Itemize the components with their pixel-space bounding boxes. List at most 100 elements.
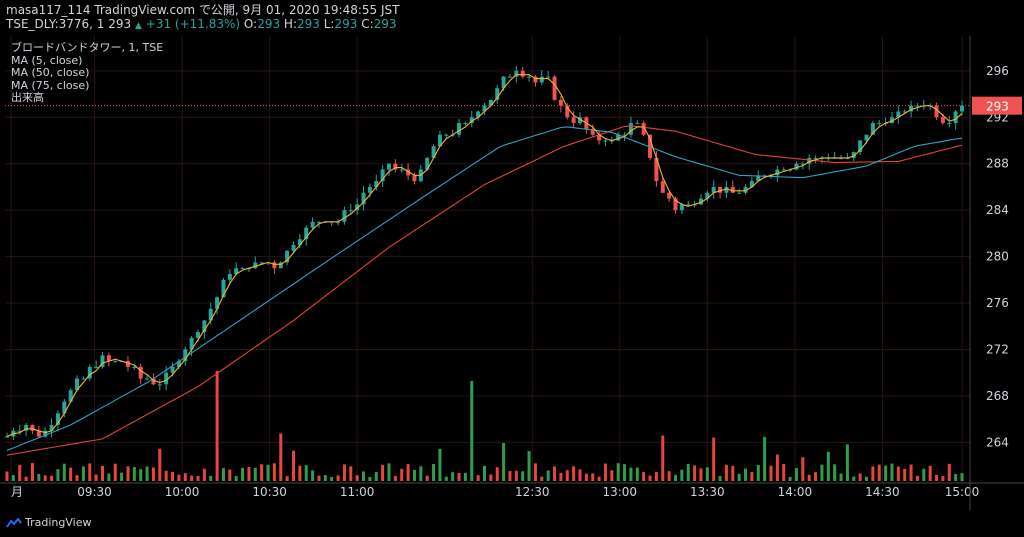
volume-bar bbox=[425, 475, 429, 481]
volume-bar bbox=[412, 469, 416, 481]
volume-bar bbox=[820, 464, 824, 481]
candle-body bbox=[348, 210, 353, 212]
volume-bar bbox=[18, 464, 22, 481]
candle-body bbox=[495, 88, 500, 100]
volume-bar bbox=[654, 472, 658, 481]
volume-bar bbox=[241, 467, 245, 481]
price-label-bg bbox=[972, 96, 1022, 115]
candle-body bbox=[909, 105, 914, 112]
volume-bar bbox=[680, 469, 684, 481]
candle-body bbox=[749, 181, 754, 187]
candle-body bbox=[533, 76, 538, 83]
volume-bar bbox=[954, 474, 958, 481]
x-tick-label: 月 bbox=[11, 485, 23, 499]
candle-body bbox=[730, 186, 735, 193]
volume-bar bbox=[438, 448, 442, 481]
volume-bar bbox=[584, 473, 588, 481]
candle-body bbox=[75, 378, 80, 391]
volume-bar bbox=[623, 464, 627, 481]
candle-body bbox=[208, 308, 213, 321]
volume-bar bbox=[393, 476, 397, 481]
x-tick-label: 13:30 bbox=[690, 485, 725, 499]
candle-body bbox=[641, 123, 646, 135]
y-tick-label: 280 bbox=[986, 250, 1009, 264]
high-value: 293 bbox=[297, 17, 320, 31]
x-tick-label: 10:00 bbox=[165, 485, 200, 499]
candle-body bbox=[571, 117, 576, 124]
volume-bar bbox=[514, 470, 518, 481]
candle-body bbox=[476, 111, 481, 118]
volume-bar bbox=[635, 467, 639, 481]
volume-bar bbox=[527, 451, 531, 481]
volume-bar bbox=[922, 468, 926, 481]
candle-body bbox=[49, 424, 54, 431]
volume-bar bbox=[852, 476, 856, 481]
legend-volume[interactable]: 出来高 bbox=[11, 91, 44, 104]
ma50-line bbox=[6, 126, 963, 452]
candle-body bbox=[151, 378, 156, 385]
candle-body bbox=[552, 76, 557, 100]
candle-body bbox=[189, 337, 194, 350]
candle-body bbox=[660, 181, 665, 193]
volume-bar bbox=[132, 467, 136, 481]
volume-bar bbox=[11, 475, 15, 481]
candle-body bbox=[393, 163, 398, 170]
x-tick-label: 09:30 bbox=[77, 485, 112, 499]
candle-body bbox=[546, 76, 551, 78]
candle-body bbox=[482, 105, 487, 112]
volume-bar bbox=[801, 457, 805, 481]
candle-body bbox=[635, 123, 640, 125]
candle-body bbox=[501, 76, 506, 89]
volume-bar bbox=[183, 473, 187, 481]
candle-body bbox=[889, 117, 894, 124]
candle-body bbox=[800, 163, 805, 165]
volume-bar bbox=[533, 463, 537, 481]
candle-body bbox=[374, 181, 379, 187]
candle-body bbox=[960, 105, 964, 112]
volume-bar bbox=[355, 475, 359, 481]
candle-body bbox=[55, 413, 60, 425]
tradingview-logo[interactable]: TradingView bbox=[6, 516, 91, 529]
y-tick-label: 288 bbox=[986, 157, 1009, 171]
y-tick-label: 268 bbox=[986, 389, 1009, 403]
candle-body bbox=[145, 378, 150, 380]
legend-symbol[interactable]: ブロードバンドタワー, 1, TSE bbox=[11, 41, 164, 54]
volume-bar bbox=[151, 467, 155, 481]
candle-body bbox=[870, 123, 875, 135]
volume-bar bbox=[234, 476, 238, 481]
legend-ma5[interactable]: MA (5, close) bbox=[11, 53, 83, 67]
volume-bar bbox=[94, 474, 98, 481]
volume-bar bbox=[463, 472, 467, 481]
candle-body bbox=[488, 99, 493, 106]
volume-bar bbox=[272, 463, 276, 481]
candle-body bbox=[877, 123, 882, 125]
candle-body bbox=[87, 366, 92, 379]
candle-body bbox=[272, 262, 277, 269]
volume-bar bbox=[616, 463, 620, 481]
candle-body bbox=[412, 175, 417, 182]
x-tick-label: 10:30 bbox=[252, 485, 287, 499]
volume-bar bbox=[304, 465, 308, 481]
volume-bar bbox=[196, 476, 200, 481]
volume-bar bbox=[202, 468, 206, 481]
legend-ma75[interactable]: MA (75, close) bbox=[11, 78, 90, 92]
volume-bar bbox=[400, 468, 404, 481]
volume-bar bbox=[718, 476, 722, 481]
candle-body bbox=[138, 366, 143, 379]
candle-body bbox=[743, 186, 748, 193]
x-tick-label: 12:30 bbox=[515, 485, 550, 499]
legend-ma50[interactable]: MA (50, close) bbox=[11, 66, 90, 79]
volume-bar bbox=[877, 464, 881, 481]
candle-body bbox=[196, 332, 200, 338]
volume-bar bbox=[158, 448, 162, 481]
volume-bar bbox=[884, 465, 888, 481]
volume-bar bbox=[24, 476, 28, 481]
candle-body bbox=[253, 262, 258, 269]
candle-body bbox=[304, 227, 309, 240]
volume-bar bbox=[101, 465, 104, 481]
volume-bar bbox=[476, 475, 480, 481]
volume-bar bbox=[81, 466, 85, 481]
x-tick-label: 14:30 bbox=[865, 485, 900, 499]
volume-bar bbox=[865, 476, 868, 481]
